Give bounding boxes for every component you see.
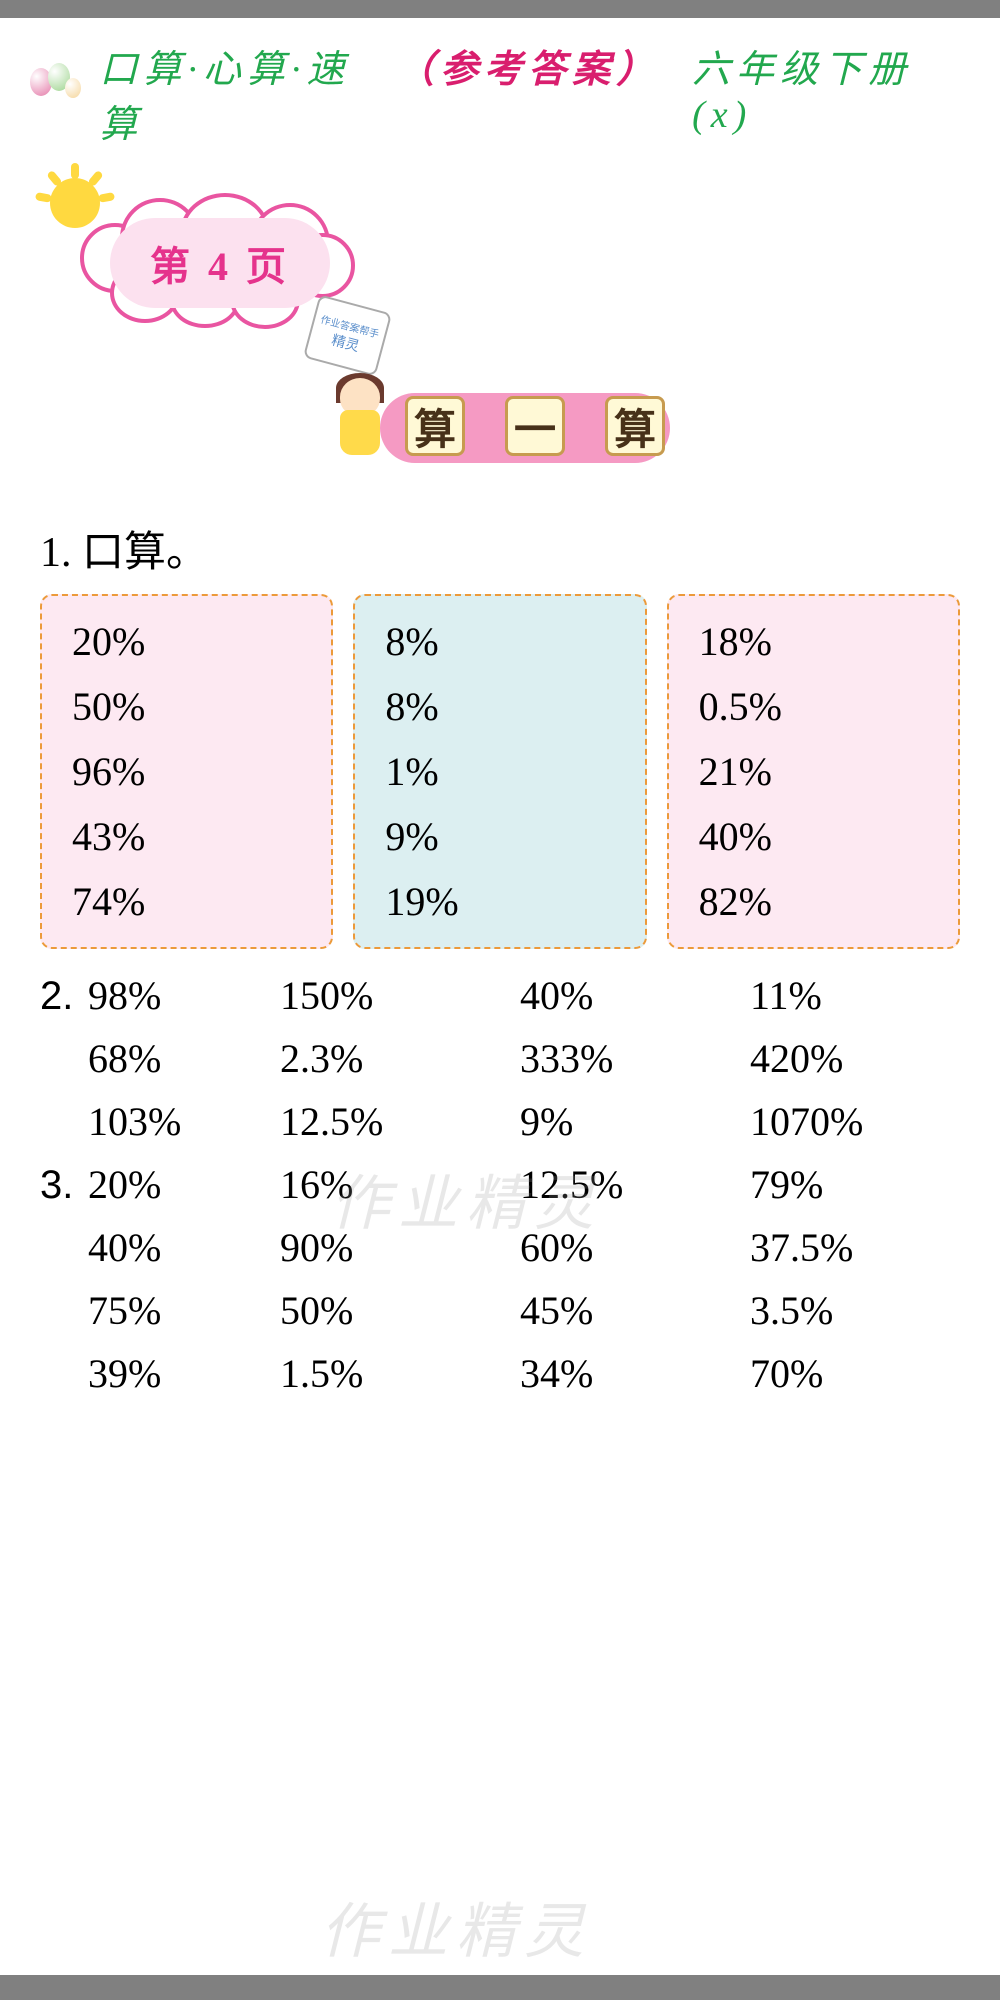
grid-row: 3.20% 16% 12.5% 79%: [40, 1153, 960, 1216]
answer-value: 40%: [40, 1224, 280, 1271]
watermark-2: 作业精灵: [320, 1883, 592, 1970]
answer-value: 43%: [72, 813, 301, 860]
title-paren: （参考答案）: [396, 38, 658, 93]
answer-value: 1.5%: [280, 1350, 520, 1397]
girl-character-icon: [310, 368, 400, 468]
answer-value: 9%: [520, 1098, 750, 1145]
answer-value: 45%: [520, 1287, 750, 1334]
answer-value: 90%: [280, 1224, 520, 1271]
grid-row: 68% 2.3% 333% 420%: [40, 1027, 960, 1090]
answer-box-3: 18% 0.5% 21% 40% 82%: [667, 594, 960, 949]
title-grade: 六年级下册(x): [692, 38, 970, 137]
answer-value: 20%: [72, 618, 301, 665]
header-title: 口算·心算·速算 （参考答案） 六年级下册(x): [100, 38, 970, 148]
balloons-icon: [30, 63, 90, 123]
answer-value: 39%: [40, 1350, 280, 1397]
answer-value: 3.5%: [750, 1287, 960, 1334]
answer-box-2: 8% 8% 1% 9% 19%: [353, 594, 646, 949]
answer-value: 50%: [280, 1287, 520, 1334]
answer-value: 82%: [699, 878, 928, 925]
answer-value: 12.5%: [520, 1161, 750, 1208]
answer-value: 150%: [280, 972, 520, 1019]
answer-value: 79%: [750, 1161, 960, 1208]
answer-value: 75%: [40, 1287, 280, 1334]
answer-box-1: 20% 50% 96% 43% 74%: [40, 594, 333, 949]
suanyisuan-banner: 算 一 算: [310, 358, 690, 478]
banner-char-2: 一: [505, 396, 565, 456]
answer-value: 70%: [750, 1350, 960, 1397]
answer-value: 34%: [520, 1350, 750, 1397]
question-2-grid: 2.98% 150% 40% 11% 68% 2.3% 333% 420% 10…: [0, 949, 1000, 1153]
answer-value: 98%: [88, 973, 161, 1018]
answer-value: 18%: [699, 618, 928, 665]
answer-value: 96%: [72, 748, 301, 795]
answer-value: 2.3%: [280, 1035, 520, 1082]
answer-value: 74%: [72, 878, 301, 925]
page-badge-area: 第 4 页 作业答案帮手 精灵: [30, 168, 430, 348]
answer-value: 68%: [40, 1035, 280, 1082]
grid-row: 2.98% 150% 40% 11%: [40, 964, 960, 1027]
question-3-grid: 3.20% 16% 12.5% 79% 40% 90% 60% 37.5% 75…: [0, 1153, 1000, 1405]
banner-char-3: 算: [605, 396, 665, 456]
page-number-label: 第 4 页: [150, 234, 290, 292]
answer-value: 103%: [40, 1098, 280, 1145]
answer-value: 20%: [88, 1162, 161, 1207]
answer-value: 1070%: [750, 1098, 960, 1145]
grid-row: 39% 1.5% 34% 70%: [40, 1342, 960, 1405]
cloud-icon: 第 4 页 作业答案帮手 精灵: [80, 193, 360, 333]
question-2-num: 2.: [40, 974, 88, 1019]
answer-value: 11%: [750, 972, 960, 1019]
answer-value: 420%: [750, 1035, 960, 1082]
answer-value: 21%: [699, 748, 928, 795]
answer-value: 8%: [385, 683, 614, 730]
bottom-bar: [0, 1975, 1000, 2000]
banner-char-1: 算: [405, 396, 465, 456]
question-3-num: 3.: [40, 1163, 88, 1208]
answer-value: 12.5%: [280, 1098, 520, 1145]
answer-value: 1%: [385, 748, 614, 795]
answer-value: 16%: [280, 1161, 520, 1208]
answer-value: 60%: [520, 1224, 750, 1271]
answer-value: 37.5%: [750, 1224, 960, 1271]
answer-value: 0.5%: [699, 683, 928, 730]
grid-row: 40% 90% 60% 37.5%: [40, 1216, 960, 1279]
answer-value: 9%: [385, 813, 614, 860]
answer-value: 40%: [520, 972, 750, 1019]
answer-value: 19%: [385, 878, 614, 925]
header: 口算·心算·速算 （参考答案） 六年级下册(x): [0, 18, 1000, 158]
answer-value: 8%: [385, 618, 614, 665]
top-bar: [0, 0, 1000, 18]
answer-value: 50%: [72, 683, 301, 730]
grid-row: 103% 12.5% 9% 1070%: [40, 1090, 960, 1153]
answer-boxes: 20% 50% 96% 43% 74% 8% 8% 1% 9% 19% 18% …: [0, 594, 1000, 949]
grid-row: 75% 50% 45% 3.5%: [40, 1279, 960, 1342]
answer-value: 40%: [699, 813, 928, 860]
question-1-label: 1. 口算。: [0, 498, 1000, 594]
answer-value: 333%: [520, 1035, 750, 1082]
title-main: 口算·心算·速算: [100, 38, 393, 148]
